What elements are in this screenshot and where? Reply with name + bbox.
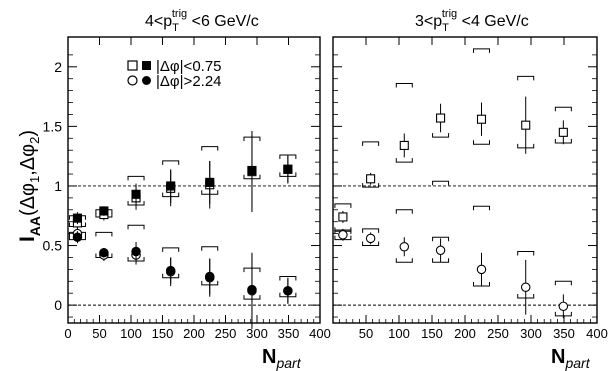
sys-upper-left-open-circle-3 [162, 247, 180, 252]
sys-lower-right-open-square-4 [473, 140, 490, 145]
x-tick-label-left-300: 300 [246, 326, 268, 341]
point-right-open-square-1 [366, 174, 376, 184]
sys-lower-right-open-square-1 [362, 183, 380, 188]
point-right-open-circle-6 [558, 301, 569, 312]
point-right-open-circle-5 [520, 282, 531, 292]
legend-label-near: |Δφ|<0.75 [156, 58, 222, 75]
x-tick-label-right-100: 100 [388, 326, 410, 341]
x-tick-label-left-150: 150 [152, 326, 174, 341]
point-left-filled-circle-3 [165, 265, 176, 276]
point-left-filled-square-0 [72, 213, 82, 223]
point-left-filled-square-3 [166, 181, 176, 191]
x-tick-label-right-350: 350 [553, 326, 575, 341]
legend-filled-square-icon [142, 61, 151, 70]
point-right-open-square-4 [476, 114, 487, 124]
sys-upper-right-open-circle-5 [517, 251, 535, 256]
x-tick-label-left-0: 0 [64, 326, 71, 341]
sys-upper-left-open-square-3 [162, 160, 180, 165]
point-left-filled-circle-2 [131, 246, 141, 257]
x-tick-label-left-50: 50 [92, 326, 106, 341]
panel-title-left: 4<pTtrig <6 GeV/c [145, 8, 259, 34]
sys-upper-left-open-square-4 [201, 146, 219, 151]
point-right-open-square-2 [399, 140, 409, 150]
x-tick-label-left-350: 350 [278, 326, 300, 341]
sys-upper-right-open-circle-2 [395, 209, 413, 214]
sys-upper-right-open-square-1 [362, 141, 380, 146]
point-right-open-circle-0 [338, 230, 348, 240]
sys-upper-right-open-square-3 [432, 180, 450, 186]
y-tick-label-1.5: 1.5 [43, 118, 63, 134]
point-right-open-square-5 [521, 120, 531, 130]
marks-left [68, 131, 320, 329]
point-right-open-square-0 [338, 212, 348, 222]
y-tick-label-0: 0 [54, 297, 62, 313]
panel-right: 3<pTtrig <4 GeV/c 50 100 150 200 250 300 350 40… [332, 8, 608, 341]
sys-upper-right-open-square-2 [395, 82, 413, 88]
x-tick-label-right-200: 200 [454, 326, 476, 341]
ticks-left: 0 50 100 150 200 250 300 350 400 0 0.5 1 1.5 2 [43, 37, 331, 341]
sys-upper-left-open-circle-1 [95, 231, 113, 237]
ticks-right: 50 100 150 200 250 300 350 400 [333, 37, 608, 341]
point-left-filled-square-1 [99, 206, 109, 216]
point-right-open-square-3 [436, 113, 446, 123]
sys-upper-left-open-square-2 [127, 175, 145, 181]
y-tick-label-1: 1 [54, 178, 62, 194]
point-left-filled-square-4 [205, 177, 215, 187]
point-left-filled-square-2 [131, 189, 141, 199]
sys-lower-right-open-square-3 [432, 133, 450, 138]
marks-right [333, 48, 597, 319]
point-right-open-circle-2 [399, 241, 410, 252]
point-right-open-circle-4 [476, 264, 487, 275]
point-left-filled-square-5 [247, 165, 257, 176]
sys-upper-left-open-circle-6 [279, 276, 297, 281]
x-tick-label-left-200: 200 [183, 326, 205, 341]
x-axis-label-right: Npart [551, 346, 591, 371]
sys-upper-right-open-square-5 [517, 75, 535, 81]
panel-left: 4<pTtrig <6 GeV/c |Δφ|<0.75 |Δφ|>2.24 0 5… [43, 8, 331, 341]
x-tick-label-right-250: 250 [487, 326, 509, 341]
legend-open-circle-icon [127, 75, 138, 86]
y-axis-label: IAA(Δφ1,Δφ2) [16, 130, 43, 242]
sys-upper-right-open-circle-3 [432, 236, 450, 242]
point-left-filled-circle-1 [99, 247, 109, 258]
y-tick-label-2: 2 [54, 59, 62, 75]
sys-lower-right-open-circle-2 [395, 258, 413, 263]
sys-upper-right-open-square-0 [334, 203, 352, 208]
x-tick-label-left-250: 250 [215, 326, 237, 341]
point-right-open-circle-3 [435, 245, 446, 256]
sys-lower-right-open-circle-1 [362, 241, 380, 247]
legend-label-away: |Δφ|>2.24 [156, 73, 222, 90]
x-tick-label-right-400: 400 [586, 326, 608, 341]
panel-title-right: 3<pTtrig <4 GeV/c [415, 8, 529, 34]
x-tick-label-right-50: 50 [359, 326, 373, 341]
point-left-filled-circle-0 [72, 232, 83, 242]
legend-filled-circle-icon [142, 76, 151, 85]
sys-lower-right-open-square-2 [395, 158, 413, 163]
point-right-open-circle-1 [365, 233, 376, 244]
sys-upper-right-open-square-4 [473, 48, 490, 53]
x-tick-label-left-100: 100 [120, 326, 142, 341]
point-left-filled-circle-6 [283, 286, 293, 296]
sys-upper-left-open-circle-2 [127, 224, 145, 230]
legend: |Δφ|<0.75 |Δφ|>2.24 [127, 58, 222, 90]
sys-upper-right-open-circle-4 [473, 205, 490, 211]
sys-upper-right-open-square-6 [554, 106, 572, 112]
x-tick-label-left-400: 400 [309, 326, 331, 341]
x-axis-label-left: Npart [262, 346, 302, 371]
y-tick-label-0.5: 0.5 [43, 238, 63, 254]
point-left-filled-circle-4 [205, 271, 215, 282]
legend-open-square-icon [127, 60, 138, 71]
sys-upper-left-open-circle-4 [201, 246, 219, 251]
point-right-open-square-6 [558, 127, 568, 137]
x-tick-label-right-300: 300 [520, 326, 542, 341]
point-left-filled-square-6 [283, 164, 293, 174]
sys-upper-right-open-circle-6 [554, 280, 572, 286]
sys-upper-right-open-circle-1 [362, 228, 380, 233]
x-tick-label-right-150: 150 [421, 326, 443, 341]
point-left-filled-circle-5 [247, 284, 257, 295]
